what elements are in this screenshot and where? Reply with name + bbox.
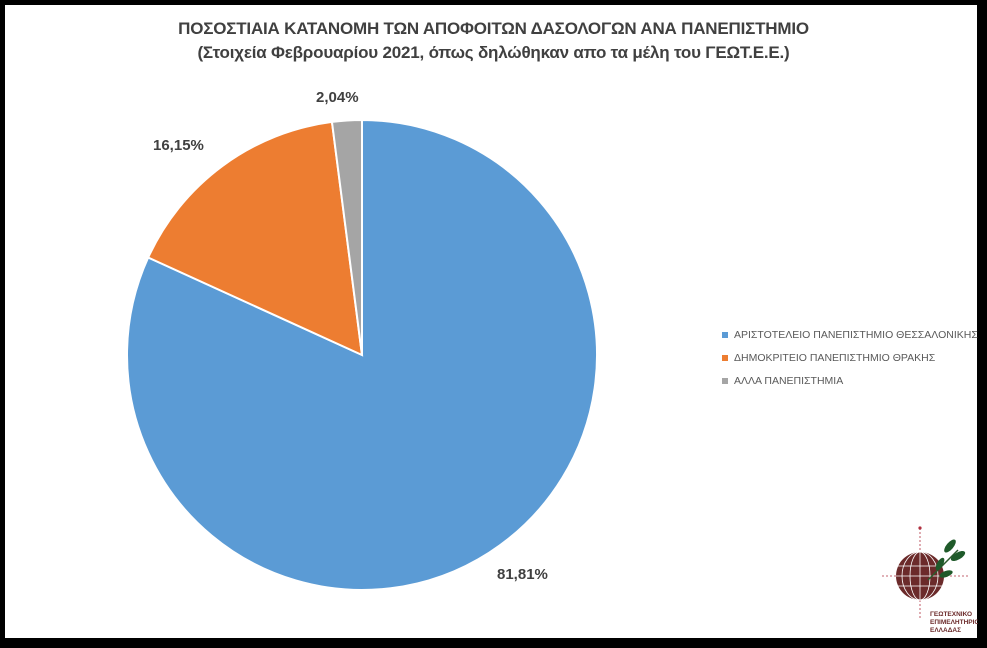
svg-text:ΓΕΩΤΕΧΝΙΚΟ: ΓΕΩΤΕΧΝΙΚΟ [930,611,972,618]
legend-swatch-icon [722,331,728,338]
legend-item: ΑΡΙΣΤΟΤΕΛΕΙΟ ΠΑΝΕΠΙΣΤΗΜΙΟ ΘΕΣΣΑΛΟΝΙΚΗΣ [722,323,978,346]
data-label-slice-0: 81,81% [497,566,548,583]
legend: ΑΡΙΣΤΟΤΕΛΕΙΟ ΠΑΝΕΠΙΣΤΗΜΙΟ ΘΕΣΣΑΛΟΝΙΚΗΣ Δ… [722,323,978,392]
geotee-logo-icon: ΓΕΩΤΕΧΝΙΚΟ ΕΠΙΜΕΛΗΤΗΡΙΟ ΕΛΛΑΔΑΣ [882,526,978,634]
legend-label: ΔΗΜΟΚΡΙΤΕΙΟ ΠΑΝΕΠΙΣΤΗΜΙΟ ΘΡΑΚΗΣ [734,351,936,364]
chart-title-block: ΠΟΣΟΣΤΙΑΙΑ ΚΑΤΑΝΟΜΗ ΤΩΝ ΑΠΟΦΟΙΤΩΝ ΔΑΣΟΛΟ… [0,17,987,65]
svg-text:ΕΠΙΜΕΛΗΤΗΡΙΟ: ΕΠΙΜΕΛΗΤΗΡΙΟ [930,619,978,626]
legend-label: ΑΛΛΑ ΠΑΝΕΠΙΣΤΗΜΙΑ [734,374,844,387]
legend-item: ΔΗΜΟΚΡΙΤΕΙΟ ΠΑΝΕΠΙΣΤΗΜΙΟ ΘΡΑΚΗΣ [722,346,978,369]
legend-item: ΑΛΛΑ ΠΑΝΕΠΙΣΤΗΜΙΑ [722,369,978,392]
pie-slice-1 [146,120,364,357]
legend-swatch-icon [722,354,728,361]
chart-subtitle: (Στοιχεία Φεβρουαρίου 2021, όπως δηλώθηκ… [197,43,790,62]
chart-title: ΠΟΣΟΣΤΙΑΙΑ ΚΑΤΑΝΟΜΗ ΤΩΝ ΑΠΟΦΟΙΤΩΝ ΔΑΣΟΛΟ… [178,19,809,38]
legend-swatch-icon [722,377,728,384]
data-label-slice-1: 16,15% [153,137,204,154]
svg-text:ΕΛΛΑΔΑΣ: ΕΛΛΑΔΑΣ [930,627,961,634]
data-label-slice-2: 2,04% [316,89,359,106]
legend-label: ΑΡΙΣΤΟΤΕΛΕΙΟ ΠΑΝΕΠΙΣΤΗΜΙΟ ΘΕΣΣΑΛΟΝΙΚΗΣ [734,328,978,341]
pie-slice-2 [330,118,363,356]
